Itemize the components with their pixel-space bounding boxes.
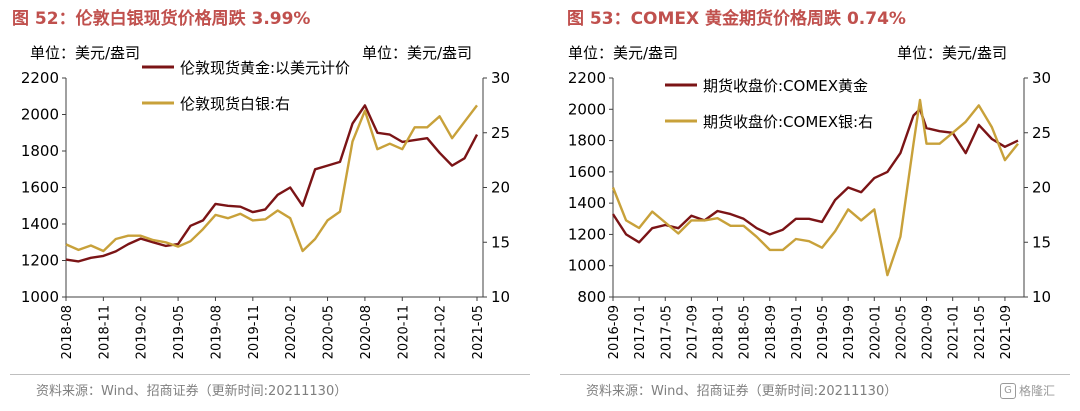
chart1-x-tick-label: 2019-08 [209, 305, 224, 359]
chart2-title: 图 53：COMEX 黄金期货价格周跌 0.74% [567, 9, 906, 29]
chart2-x-tick-label: 2017-05 [659, 305, 674, 359]
chart1-left-unit: 单位：美元/盎司 [30, 44, 141, 62]
chart2-x-tick-label: 2020-09 [921, 305, 936, 359]
chart1-x-tick-label: 2020-08 [359, 305, 374, 359]
chart1-source-divider [10, 374, 530, 375]
chart1-x-tick-label: 2018-11 [97, 305, 112, 359]
chart2-x-tick-label: 2019-05 [816, 305, 831, 359]
chart2-left-tick-label: 1200 [568, 225, 606, 243]
chart2-right-tick-label: 20 [1032, 179, 1051, 197]
chart2-left-tick-label: 2000 [568, 100, 606, 118]
chart2-x-tick-label: 2019-01 [790, 305, 805, 359]
chart1-left-tick-label: 1800 [21, 142, 59, 160]
chart1-left-tick-label: 1600 [21, 179, 59, 197]
chart2-source-divider [560, 374, 1070, 375]
chart1-right-unit: 单位：美元/盎司 [362, 44, 473, 62]
chart2-left-unit: 单位：美元/盎司 [568, 44, 679, 62]
chart2-x-tick-label: 2017-01 [633, 305, 648, 359]
chart1-left-tick-label: 2200 [21, 69, 59, 87]
chart2-legend-label-1: 期货收盘价:COMEX黄金 [703, 77, 868, 95]
chart1-x-tick-label: 2020-02 [284, 305, 299, 359]
chart2-left-tick-label: 1000 [568, 257, 606, 275]
chart2-right-tick-label: 25 [1032, 124, 1051, 142]
chart2-right-tick-label: 30 [1032, 69, 1051, 87]
chart2-x-tick-label: 2021-09 [999, 305, 1014, 359]
chart1-source: 资料来源：Wind、招商证券（更新时间:20211130） [36, 384, 348, 399]
chart2-x-tick-label: 2018-05 [738, 305, 753, 359]
chart2-x-tick-label: 2016-09 [607, 305, 622, 359]
chart1-legend-label-1: 伦敦现货黄金:以美元计价 [180, 59, 350, 77]
chart1-x-tick-label: 2021-02 [434, 305, 449, 359]
chart2-left-tick-label: 800 [577, 288, 606, 306]
chart1-x-tick-label: 2019-05 [172, 305, 187, 359]
chart1-right-tick-label: 15 [491, 233, 510, 251]
chart1-right-tick-label: 30 [491, 69, 510, 87]
chart1-x-tick-label: 2018-08 [60, 305, 75, 359]
chart2-right-tick-label: 15 [1032, 233, 1051, 251]
chart1-left-tick-label: 2000 [21, 106, 59, 124]
chart1-x-tick-label: 2020-11 [396, 305, 411, 359]
chart1-left-tick-label: 1400 [21, 215, 59, 233]
chart2-x-tick-label: 2020-05 [894, 305, 909, 359]
chart2-x-tick-label: 2018-01 [712, 305, 727, 359]
chart2-x-tick-label: 2021-05 [973, 305, 988, 359]
chart1-x-tick-label: 2021-05 [471, 305, 486, 359]
watermark: G 格隆汇 [1000, 382, 1055, 399]
chart1-title: 图 52：伦敦白银现货价格周跌 3.99% [12, 9, 311, 29]
chart2-x-tick-label: 2021-01 [947, 305, 962, 359]
chart2-x-tick-label: 2018-09 [764, 305, 779, 359]
chart1-legend-label-2: 伦敦现货白银:右 [180, 95, 290, 113]
chart2-left-tick-label: 2200 [568, 69, 606, 87]
chart2-series-line-1 [611, 108, 1019, 244]
chart2-x-tick-label: 2019-09 [842, 305, 857, 359]
chart2-series-line-2 [611, 98, 1019, 277]
chart2-left-tick-label: 1600 [568, 163, 606, 181]
chart1-right-tick-label: 10 [491, 288, 510, 306]
chart2-x-tick-label: 2017-09 [685, 305, 700, 359]
chart2-source: 资料来源：Wind、招商证券（更新时间:20211130） [586, 384, 898, 399]
chart2-left-tick-label: 1400 [568, 194, 606, 212]
chart2-right-unit: 单位：美元/盎司 [897, 44, 1008, 62]
chart1-x-tick-label: 2019-02 [135, 305, 150, 359]
chart1-x-tick-label: 2019-11 [247, 305, 262, 359]
chart1-right-tick-label: 25 [491, 124, 510, 142]
chart2-legend-label-2: 期货收盘价:COMEX银:右 [703, 113, 873, 131]
chart1-series-line-1 [65, 104, 479, 263]
chart1-x-tick-label: 2020-05 [322, 305, 337, 359]
watermark-text: 格隆汇 [1019, 384, 1056, 398]
watermark-logo-icon: G [1000, 382, 1016, 399]
chart1-right-tick-label: 20 [491, 179, 510, 197]
chart1-series-line-2 [65, 104, 478, 253]
chart2-right-tick-label: 10 [1032, 288, 1051, 306]
chart2-left-tick-label: 1800 [568, 132, 606, 150]
chart2-x-tick-label: 2020-01 [868, 305, 883, 359]
chart1-left-tick-label: 1200 [21, 252, 59, 270]
chart1-left-tick-label: 1000 [21, 288, 59, 306]
